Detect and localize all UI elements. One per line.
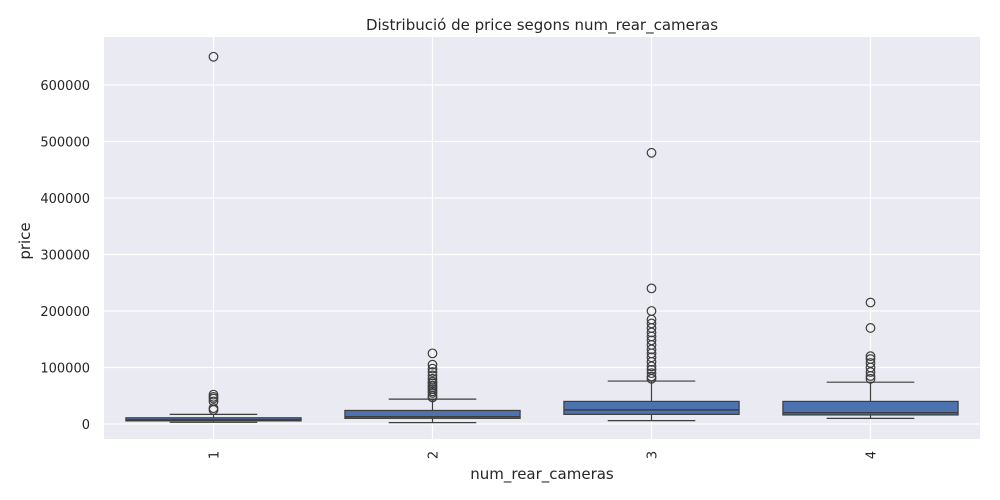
y-tick-label: 200000 xyxy=(40,305,90,320)
y-tick-label: 400000 xyxy=(40,192,90,207)
y-tick-labels: 0 100000 200000 300000 400000 500000 600000 xyxy=(40,79,90,433)
y-axis-title: price xyxy=(16,222,34,259)
outlier-point xyxy=(427,367,438,377)
outlier-point xyxy=(427,392,438,403)
outlier-point xyxy=(427,359,438,370)
x-tick-label: 4 xyxy=(865,451,880,459)
plot-background xyxy=(104,37,980,439)
outlier-point xyxy=(865,297,876,308)
outlier-point xyxy=(646,283,657,294)
y-tick-label: 0 xyxy=(82,418,90,433)
outlier-point xyxy=(208,393,219,404)
box-iqr xyxy=(563,400,740,415)
outlier-point xyxy=(646,373,657,384)
outlier-point xyxy=(208,404,219,415)
y-tick-label: 100000 xyxy=(40,362,90,377)
outlier-point xyxy=(646,356,657,367)
gridlines xyxy=(104,37,980,439)
outlier-point xyxy=(646,327,657,338)
outlier-point xyxy=(646,147,657,158)
outlier-point xyxy=(427,370,438,381)
x-tick-label: 1 xyxy=(208,451,223,459)
chart-title: Distribució de price segons num_rear_cam… xyxy=(366,16,718,35)
boxes xyxy=(125,51,959,424)
outlier-point xyxy=(865,373,876,384)
outlier-point xyxy=(427,388,438,398)
outlier-point xyxy=(646,344,657,355)
outlier-point xyxy=(865,351,876,362)
outlier-point xyxy=(865,323,876,333)
x-axis-title: num_rear_cameras xyxy=(470,465,614,484)
y-tick-label: 300000 xyxy=(40,249,90,264)
outlier-point xyxy=(427,363,438,374)
x-tick-label: 3 xyxy=(646,451,661,459)
box-iqr xyxy=(782,400,959,416)
outlier-point xyxy=(646,361,657,372)
y-tick-label: 500000 xyxy=(40,136,90,151)
x-tick-labels: 1 2 3 4 xyxy=(208,451,880,459)
x-tick-label: 2 xyxy=(427,451,442,459)
outlier-point xyxy=(208,51,219,62)
outlier-point xyxy=(865,371,876,381)
outlier-point xyxy=(427,348,438,359)
outlier-point xyxy=(646,368,657,379)
y-tick-label: 600000 xyxy=(40,79,90,94)
outlier-point xyxy=(865,367,876,377)
box-iqr xyxy=(344,409,521,419)
